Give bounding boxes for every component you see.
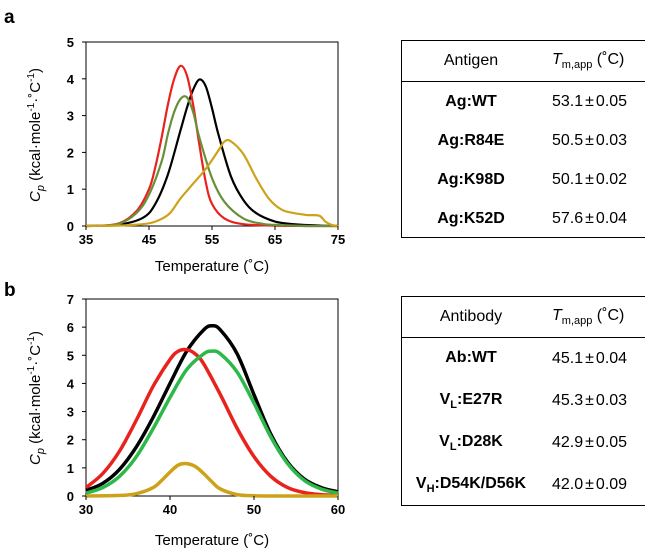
series-line-0: [85, 78, 339, 228]
row-name: Ag:K52D: [437, 209, 505, 227]
x-tick-label: 35: [79, 232, 93, 247]
y-tick-label: 5: [67, 35, 74, 50]
col-header-antigen: Antigen: [443, 52, 499, 69]
plot-frame: [85, 41, 339, 227]
y-tick-label: 2: [67, 433, 74, 448]
col-header-antibody: Antibody: [439, 308, 503, 325]
x-tick-label: 50: [247, 502, 261, 517]
row-name: Ab:WT: [445, 348, 497, 366]
row-value: 57.6 ±0.04: [552, 209, 628, 227]
col-header-tm: Tm,app (˚C): [552, 306, 625, 328]
panel-b-letter: b: [4, 280, 16, 301]
panel-a-letter: a: [4, 7, 15, 28]
table-row: VH:D54K/D56K 42.0 ±0.09: [402, 464, 645, 506]
x-tick-label: 75: [331, 232, 345, 247]
y-axis-label-b: Cp (kcal·mole-1·˚C-1): [26, 331, 47, 465]
y-tick-label: 3: [67, 109, 74, 124]
table-antigen: Antigen Tm,app (˚C) Ag:WT 53.1 ±0.05 Ag:R84…: [401, 40, 645, 238]
table-row: Ag:K52D 57.6 ±0.04: [402, 199, 645, 238]
y-tick-label: 6: [67, 320, 74, 335]
plot-b: 30 40 50 60 0 1 2 3 4 5 6 7: [67, 292, 345, 517]
row-value: 42.9 ±0.05: [552, 434, 628, 451]
table-row: Ag:R84E 50.5 ±0.03: [402, 121, 645, 160]
x-tick-label: 40: [163, 502, 177, 517]
y-tick-label: 5: [67, 348, 74, 363]
series-line-3: [85, 138, 339, 228]
table-row: Ag:WT 53.1 ±0.05: [402, 82, 645, 121]
y-tick-label: 0: [67, 489, 74, 504]
col-header-tm: Tm,app (˚C): [552, 50, 625, 72]
x-tick-label: 30: [79, 502, 93, 517]
x-tick-label: 55: [205, 232, 219, 247]
x-axis-label-a: Temperature (˚C): [155, 258, 269, 275]
table-row: VL:D28K 42.9 ±0.05: [402, 422, 645, 464]
table-row: Ab:WT 45.1 ±0.04: [402, 338, 645, 380]
row-name: Ag:R84E: [437, 131, 505, 149]
row-name: Ag:WT: [445, 92, 497, 110]
series-line-2: [85, 349, 339, 495]
table-row: Ag:K98D 50.1 ±0.02: [402, 160, 645, 199]
row-name: VL:D28K: [439, 432, 503, 454]
series-line-2: [85, 95, 339, 228]
y-axis-label-a: Cp (kcal·mole-1·˚C-1): [26, 68, 47, 202]
plot-frame: [85, 298, 339, 497]
table-antibody-header: Antibody Tm,app (˚C): [402, 297, 645, 338]
y-tick-label: 2: [67, 145, 74, 160]
y-tick-label: 1: [67, 461, 74, 476]
y-tick-label: 4: [67, 72, 75, 87]
table-antibody: Antibody Tm,app (˚C) Ab:WT 45.1 ±0.04 VL:E2…: [401, 296, 645, 506]
row-value: 45.3 ±0.03: [552, 392, 628, 409]
y-tick-label: 1: [67, 182, 74, 197]
series-line-3: [85, 461, 338, 498]
y-tick-label: 4: [67, 376, 75, 391]
table-antigen-header: Antigen Tm,app (˚C): [402, 41, 645, 82]
table-row: VL:E27R 45.3 ±0.03: [402, 380, 645, 422]
row-value: 50.5 ±0.03: [552, 131, 628, 149]
x-tick-label: 60: [331, 502, 345, 517]
row-name: VH:D54K/D56K: [415, 474, 527, 496]
x-tick-label: 65: [268, 232, 282, 247]
row-value: 53.1 ±0.05: [552, 92, 628, 110]
row-value: 45.1 ±0.04: [552, 350, 628, 367]
row-value: 50.1 ±0.02: [552, 170, 628, 188]
row-value: 42.0 ±0.09: [552, 476, 628, 493]
y-tick-label: 3: [67, 405, 74, 420]
x-axis-label-b: Temperature (˚C): [155, 532, 269, 549]
y-tick-label: 0: [67, 219, 74, 234]
series-line-1: [85, 64, 339, 228]
row-name: VL:E27R: [439, 390, 503, 412]
row-name: Ag:K98D: [437, 170, 505, 188]
x-tick-label: 45: [142, 232, 156, 247]
y-tick-label: 7: [67, 292, 74, 307]
